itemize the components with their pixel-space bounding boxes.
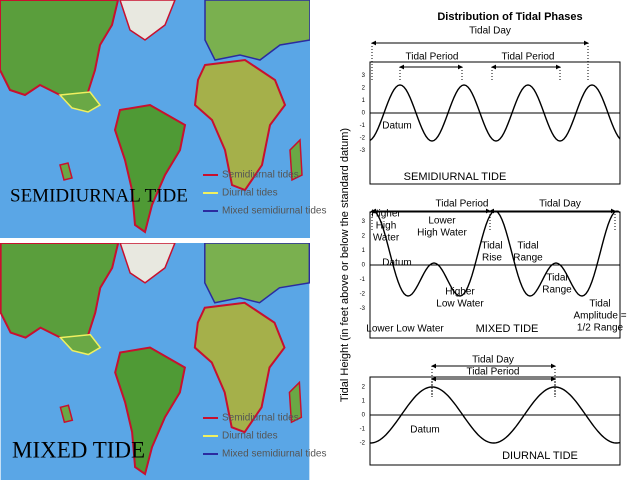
panel-caption: MIXED TIDE <box>476 323 539 335</box>
diagram-label: High <box>376 221 397 232</box>
diagram-label: Datum <box>382 121 411 132</box>
legend-label: Diurnal tides <box>222 188 278 199</box>
legend-label: Diurnal tides <box>222 431 278 442</box>
diagram-label: Low Water <box>436 299 484 310</box>
diagram-label: Lower Low Water <box>366 324 444 335</box>
tick-label: 0 <box>362 263 366 269</box>
map-caption: MIXED TIDE <box>12 437 145 462</box>
diagram-label: Datum <box>410 425 439 436</box>
legend-label: Mixed semidiurnal tides <box>222 206 327 217</box>
tick-label: 3 <box>362 219 366 225</box>
tick-label: 1 <box>362 248 366 254</box>
diagram-label: Rise <box>482 253 502 264</box>
diagram-label: Datum <box>382 258 411 269</box>
tick-label: -2 <box>360 136 366 142</box>
panel-caption: SEMIDIURNAL TIDE <box>404 171 507 183</box>
y-axis-label: Tidal Height (in feet above or below the… <box>339 128 351 402</box>
tick-label: 1 <box>362 399 366 405</box>
diagram-label: Range <box>513 253 543 264</box>
diagram-label: Water <box>373 233 400 244</box>
tick-label: -2 <box>360 292 366 298</box>
diagram-label: Amplitude = <box>573 311 626 322</box>
diagram-label: Tidal <box>589 299 610 310</box>
diagram-label: Higher <box>371 209 401 220</box>
panel-frame <box>369 376 621 466</box>
tick-label: 2 <box>362 385 366 391</box>
diagram-label: Tidal <box>517 241 538 252</box>
map-caption: SEMIDIURNAL TIDE <box>10 185 188 206</box>
panel-caption: DIURNAL TIDE <box>502 450 578 462</box>
tick-label: -1 <box>360 123 366 129</box>
tick-label: -1 <box>360 427 366 433</box>
tide-curve <box>369 386 621 444</box>
diagram-label: Tidal Period <box>467 367 520 378</box>
diagram-label: Range <box>542 285 572 296</box>
diagram-label: Tidal Period <box>436 199 489 210</box>
tick-label: -3 <box>360 306 366 312</box>
diagram-label: High Water <box>417 228 467 239</box>
tick-label: 2 <box>362 234 366 240</box>
diagram-label: Tidal <box>546 273 567 284</box>
diagram-label: 1/2 Range <box>577 323 624 334</box>
diagram-title: Distribution of Tidal Phases <box>437 11 582 23</box>
diagram-label: Tidal Day <box>469 26 511 37</box>
legend-label: Semidiurnal tides <box>222 413 299 424</box>
diagram-label: Tidal <box>481 241 502 252</box>
tick-label: -3 <box>360 148 366 154</box>
tide-curve <box>369 84 621 142</box>
tick-label: 2 <box>362 86 366 92</box>
tick-label: 3 <box>362 73 366 79</box>
diagram-label: Higher <box>445 287 475 298</box>
diagram-label: Tidal Period <box>406 52 459 63</box>
tick-label: 0 <box>362 111 366 117</box>
diagram-label: Tidal Day <box>472 355 514 366</box>
legend-label: Semidiurnal tides <box>222 170 299 181</box>
diagram-label: Tidal Day <box>539 199 581 210</box>
tick-label: 0 <box>362 413 366 419</box>
diagram-label: Lower <box>428 216 456 227</box>
tick-label: -2 <box>360 441 366 447</box>
tick-label: 1 <box>362 98 366 104</box>
legend-label: Mixed semidiurnal tides <box>222 449 327 460</box>
diagram-label: Tidal Period <box>502 52 555 63</box>
tick-label: -1 <box>360 277 366 283</box>
panel-frame <box>369 61 621 185</box>
